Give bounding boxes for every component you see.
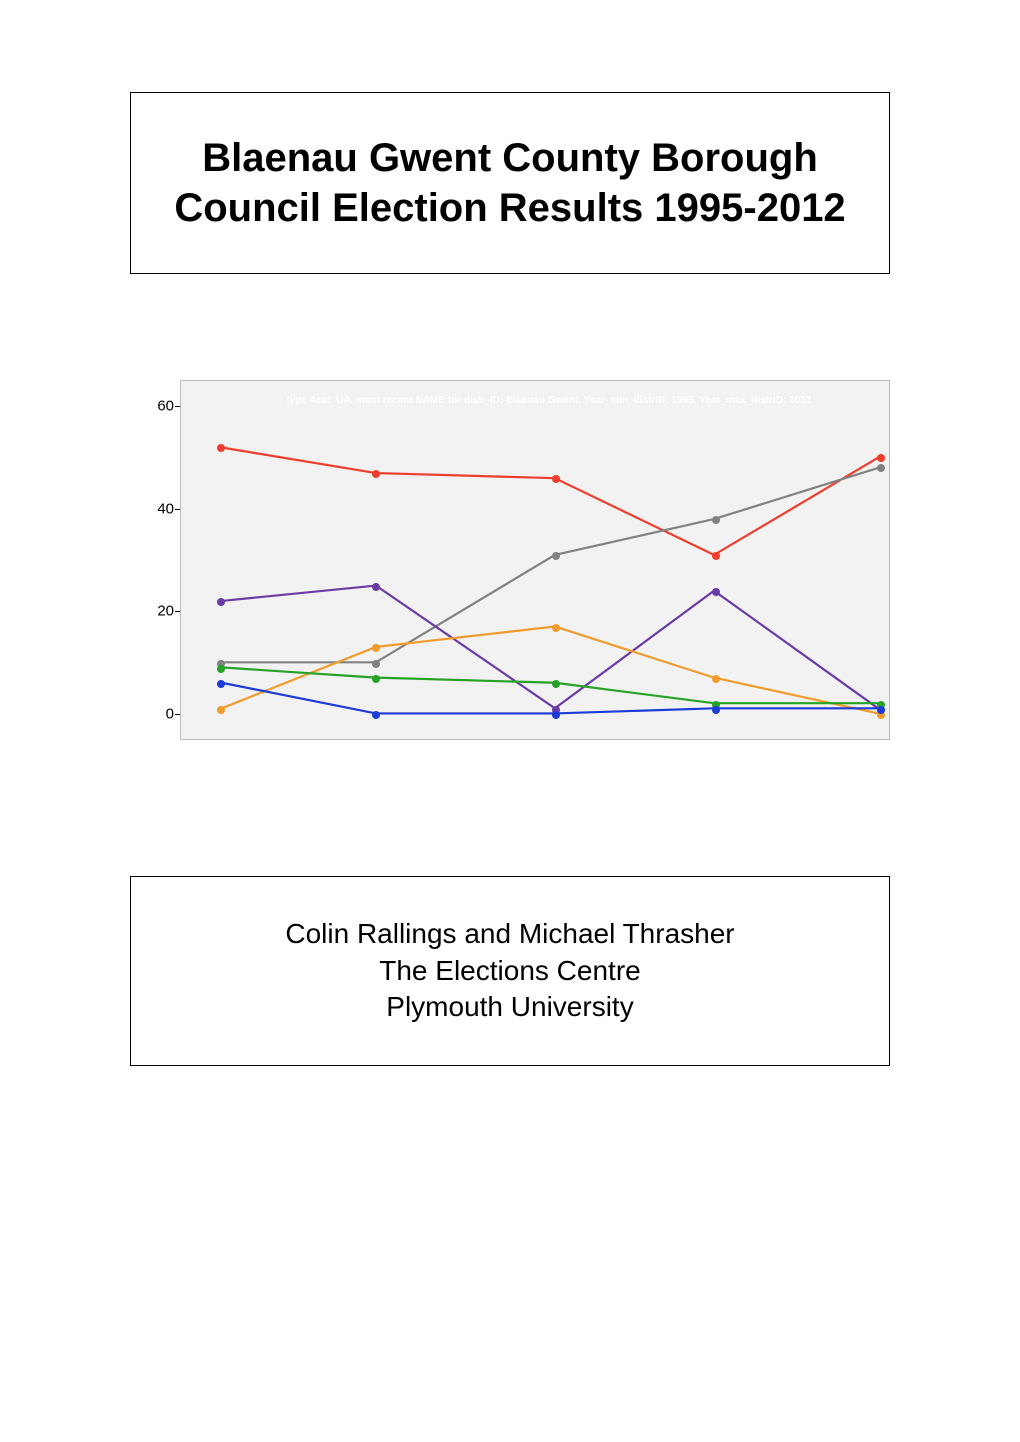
series-marker bbox=[552, 475, 560, 483]
series-line bbox=[222, 683, 878, 714]
author-line-2: The Elections Centre bbox=[285, 953, 734, 989]
series-marker bbox=[877, 464, 885, 472]
series-marker bbox=[877, 454, 885, 462]
series-marker bbox=[712, 675, 720, 683]
y-tick-label: 20 bbox=[134, 603, 174, 620]
series-marker bbox=[372, 470, 380, 478]
series-marker bbox=[552, 552, 560, 560]
series-marker bbox=[372, 644, 380, 652]
y-tick-label: 0 bbox=[134, 706, 174, 723]
chart-lines-layer bbox=[181, 381, 889, 739]
series-marker bbox=[217, 680, 225, 688]
series-marker bbox=[552, 711, 560, 719]
series-marker bbox=[217, 598, 225, 606]
series-marker bbox=[712, 552, 720, 560]
page-title: Blaenau Gwent County Borough Council Ele… bbox=[131, 133, 889, 233]
series-marker bbox=[712, 706, 720, 714]
chart-plot-area: type 4cat: UA, most recent NAME for disb… bbox=[180, 380, 890, 740]
series-marker bbox=[217, 665, 225, 673]
chart-container: 0 20 40 60 type 4cat: UA, most recent NAME … bbox=[130, 380, 890, 760]
series-marker bbox=[877, 706, 885, 714]
series-marker bbox=[372, 583, 380, 591]
series-marker bbox=[712, 588, 720, 596]
series-line bbox=[222, 586, 878, 709]
author-line-1: Colin Rallings and Michael Thrasher bbox=[285, 916, 734, 952]
series-marker bbox=[217, 444, 225, 452]
series-marker bbox=[217, 706, 225, 714]
series-line bbox=[222, 667, 878, 703]
series-marker bbox=[372, 660, 380, 668]
author-box: Colin Rallings and Michael Thrasher The … bbox=[130, 876, 890, 1066]
series-marker bbox=[552, 680, 560, 688]
series-marker bbox=[552, 624, 560, 632]
series-marker bbox=[372, 675, 380, 683]
series-line bbox=[222, 447, 878, 554]
y-tick-label: 40 bbox=[134, 500, 174, 517]
y-tick-label: 60 bbox=[134, 397, 174, 414]
series-marker bbox=[372, 711, 380, 719]
author-lines: Colin Rallings and Michael Thrasher The … bbox=[285, 916, 734, 1025]
series-line bbox=[222, 626, 878, 713]
series-line bbox=[222, 468, 878, 662]
series-marker bbox=[712, 516, 720, 524]
title-box: Blaenau Gwent County Borough Council Ele… bbox=[130, 92, 890, 274]
author-line-3: Plymouth University bbox=[285, 989, 734, 1025]
